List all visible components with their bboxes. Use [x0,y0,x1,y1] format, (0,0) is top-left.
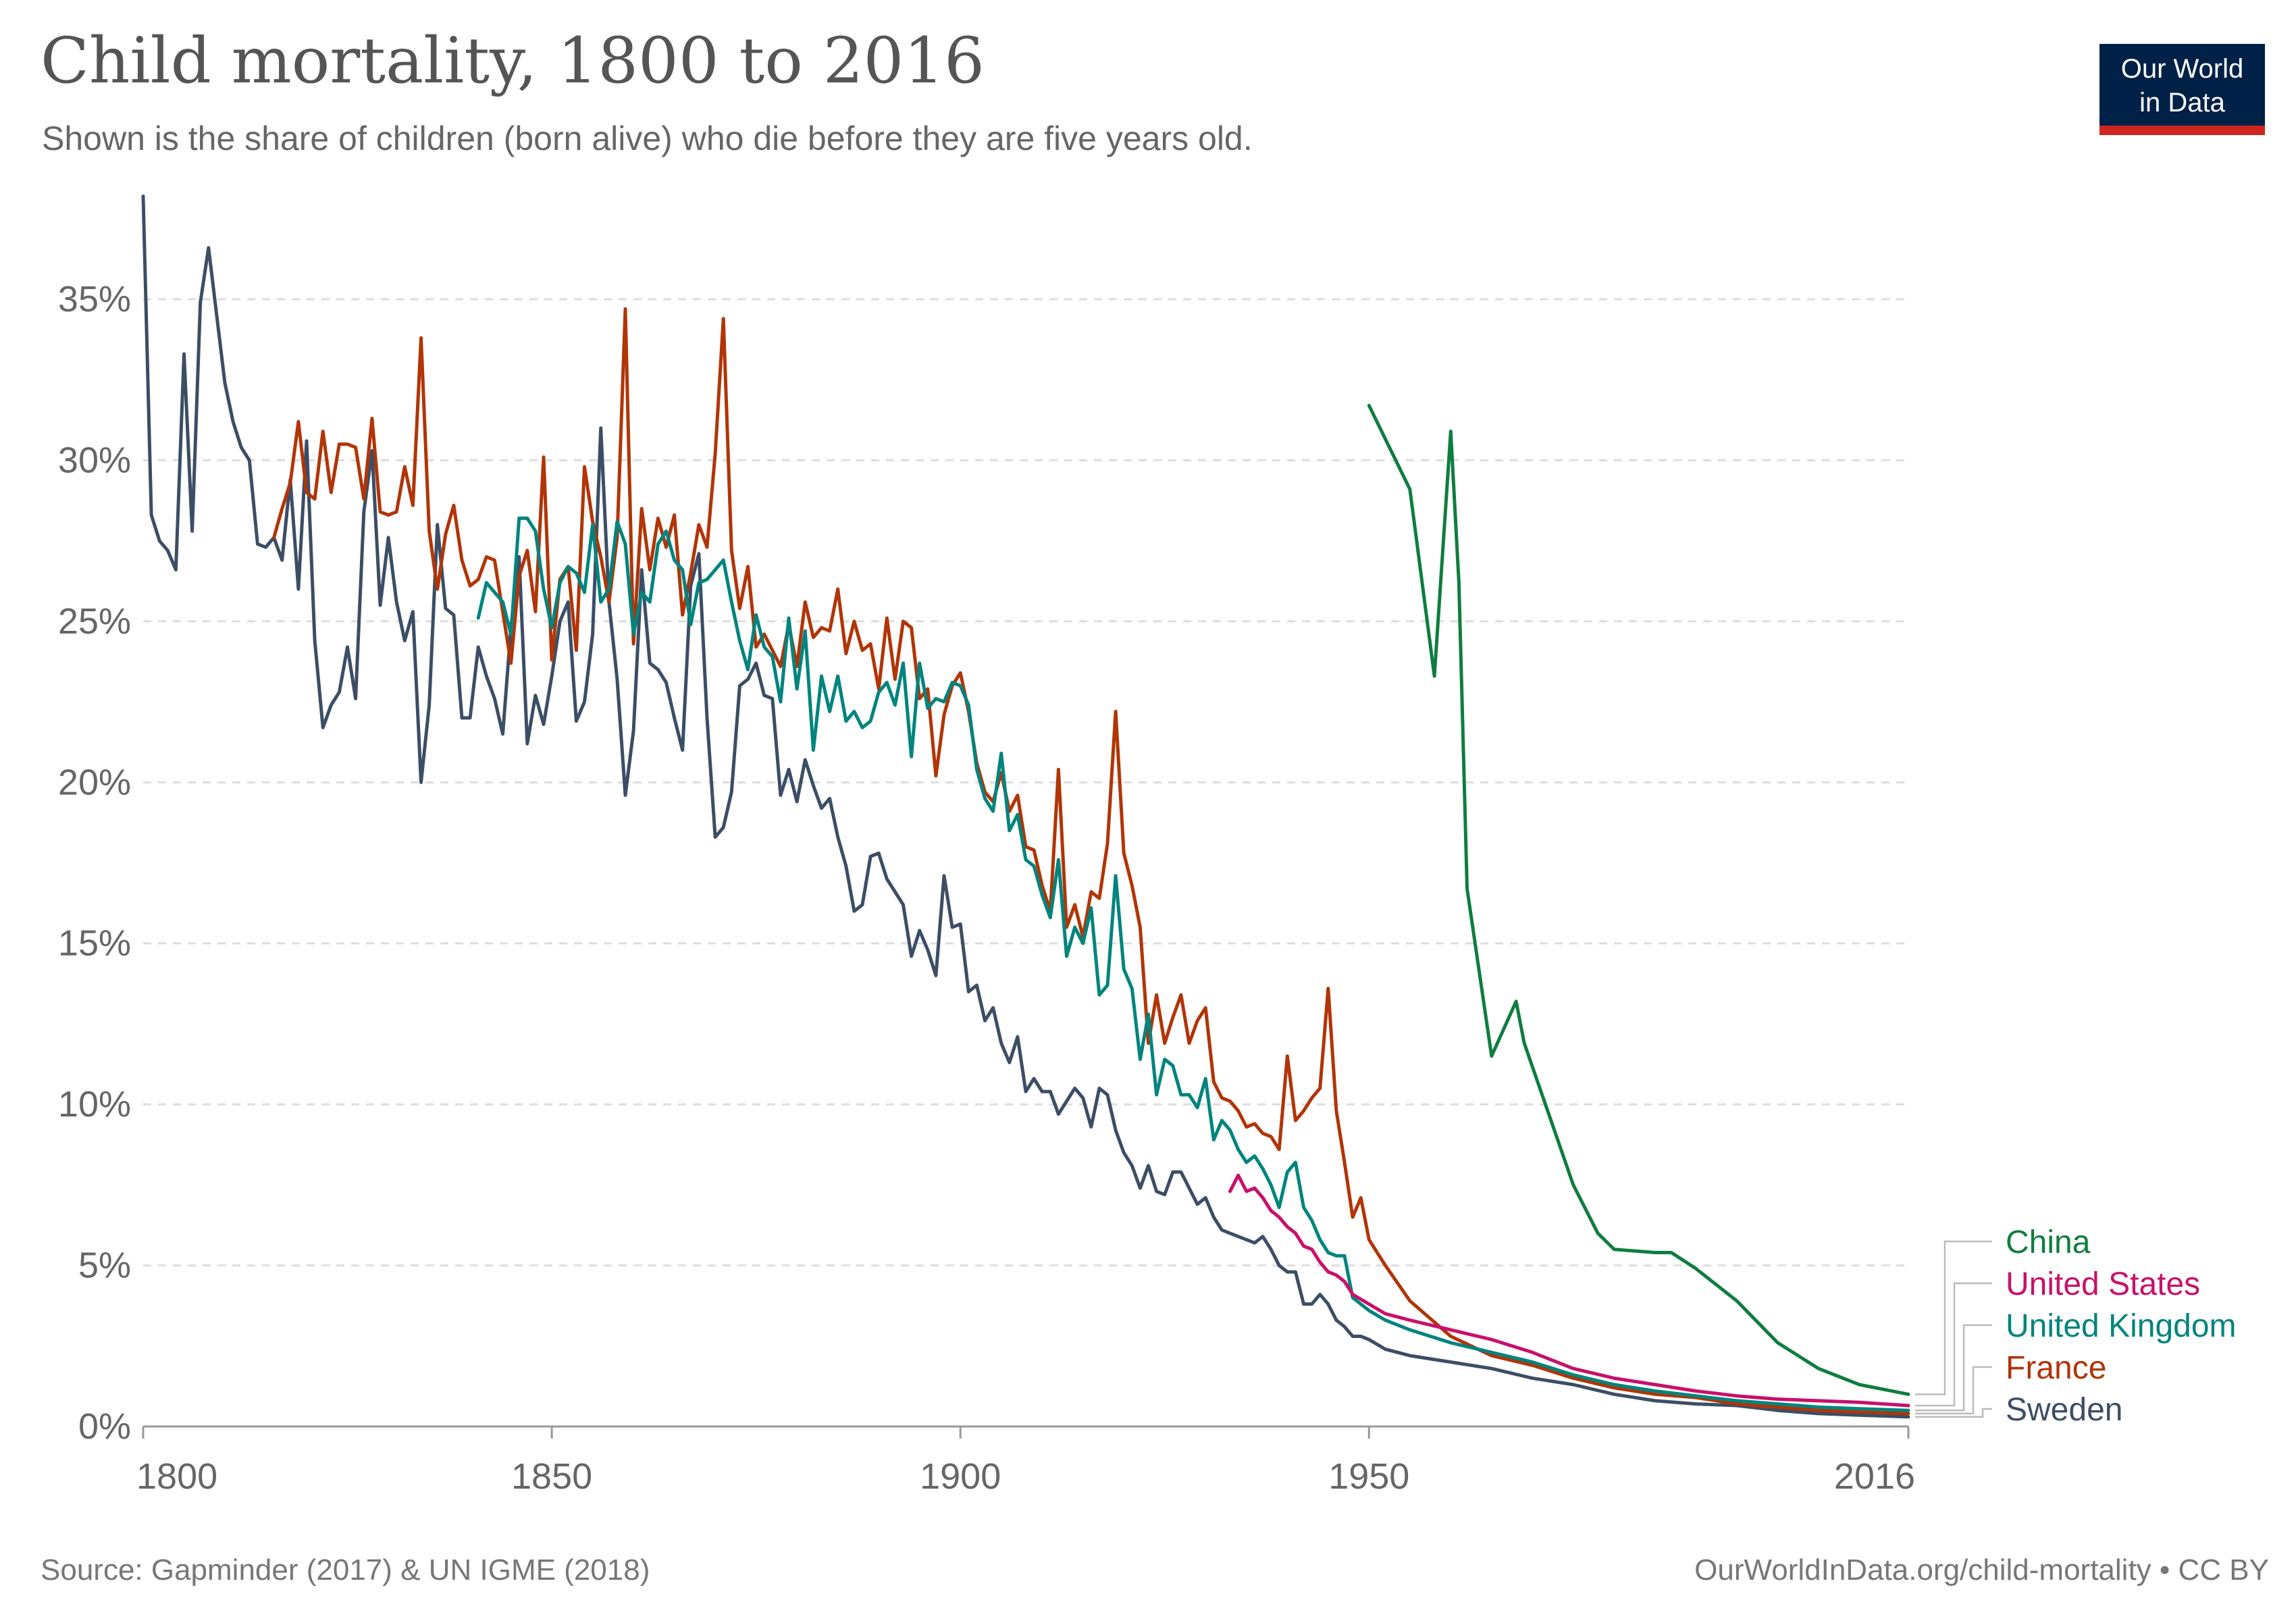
y-tick-label: 15% [58,923,131,964]
series-line-united-states[interactable] [1228,1173,1910,1408]
chart-subtitle: Shown is the share of children (born ali… [42,120,1253,157]
x-tick-label: 2016 [1834,1456,1915,1497]
y-tick-label: 10% [58,1084,131,1125]
y-tick-label: 0% [78,1406,131,1447]
logo-line-1: Our World [2120,54,2244,84]
axis-layer: 0% 5% 10% 15% 20% 25% 30% 35% 1800 1850 1900 1950 20… [58,279,1915,1497]
legend-label-france[interactable]: France [2006,1350,2106,1386]
series-line-france[interactable] [272,307,1910,1416]
series-line-sweden[interactable] [141,195,1910,1419]
x-tick-label: 1850 [511,1456,592,1497]
logo-accent-bar [2099,126,2265,135]
legend-leader-china [1915,1240,1992,1395]
x-tick-label: 1950 [1328,1456,1409,1497]
legend-layer: China United States United Kingdom France Sw… [1915,1225,2237,1428]
credit-link[interactable]: OurWorldInData.org/child-mortality • CC … [1694,1553,2269,1587]
series-line-united-kingdom[interactable] [476,516,1910,1412]
series-layer [141,195,1910,1419]
y-tick-label: 20% [58,762,131,802]
x-tick-label: 1900 [920,1456,1001,1497]
grid-layer [143,298,1908,1267]
y-tick-label: 30% [58,440,131,480]
legend-label-sweden[interactable]: Sweden [2006,1392,2122,1428]
logo-line-2: in Data [2139,88,2225,118]
series-line-china[interactable] [1367,403,1910,1396]
legend-leader-united-states [1915,1282,1992,1407]
legend-leader-united-kingdom [1915,1324,1992,1412]
legend-label-china[interactable]: China [2006,1225,2091,1260]
owid-logo[interactable]: Our World in Data [2099,44,2265,135]
legend-leader-sweden [1915,1408,1992,1418]
x-tick-label: 1800 [136,1456,217,1497]
legend-label-united-states[interactable]: United States [2006,1266,2200,1302]
legend-leader-france [1915,1366,1992,1415]
y-tick-label: 35% [58,279,131,319]
y-tick-label: 5% [78,1245,131,1286]
source-note: Source: Gapminder (2017) & UN IGME (2018… [41,1553,650,1587]
legend-label-united-kingdom[interactable]: United Kingdom [2006,1308,2237,1344]
chart-title: Child mortality, 1800 to 2016 [41,24,985,98]
y-tick-label: 25% [58,601,131,642]
